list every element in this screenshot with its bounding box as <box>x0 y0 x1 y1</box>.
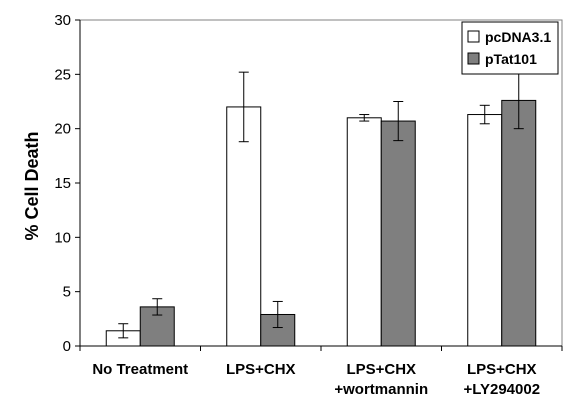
bar-pcdna3-1 <box>467 114 503 347</box>
legend-swatch <box>467 30 480 43</box>
legend-swatch <box>467 52 480 65</box>
x-category-label: LPS+CHX <box>226 361 296 378</box>
y-axis-title: % Cell Death <box>22 131 42 240</box>
bar-ptat101 <box>501 99 537 347</box>
x-category-label: LPS+CHX <box>346 361 416 378</box>
bar-ptat101 <box>380 120 416 347</box>
y-tick-label: 25 <box>54 66 71 83</box>
legend-label: pcDNA3.1 <box>485 29 551 45</box>
bar-ptat101 <box>139 306 175 347</box>
plot-area: 0 5 10 15 20 25 30 No Treatment LPS+CHX LPS+CHX +w… <box>54 12 563 398</box>
bar-pcdna3-1 <box>346 117 382 347</box>
legend-label: pTat101 <box>485 51 537 67</box>
x-category-label: +LY294002 <box>463 381 540 398</box>
y-tick-label: 30 <box>54 12 71 29</box>
y-tick-label: 20 <box>54 121 71 138</box>
x-category-label: No Treatment <box>92 361 188 378</box>
x-category-label: +wortmannin <box>334 381 428 398</box>
y-tick-label: 15 <box>54 175 71 192</box>
y-tick-label: 5 <box>63 284 71 301</box>
y-tick-label: 10 <box>54 229 71 246</box>
y-tick-label: 0 <box>63 338 71 355</box>
x-category-label: LPS+CHX <box>467 361 537 378</box>
bar-pcdna3-1 <box>226 106 262 347</box>
